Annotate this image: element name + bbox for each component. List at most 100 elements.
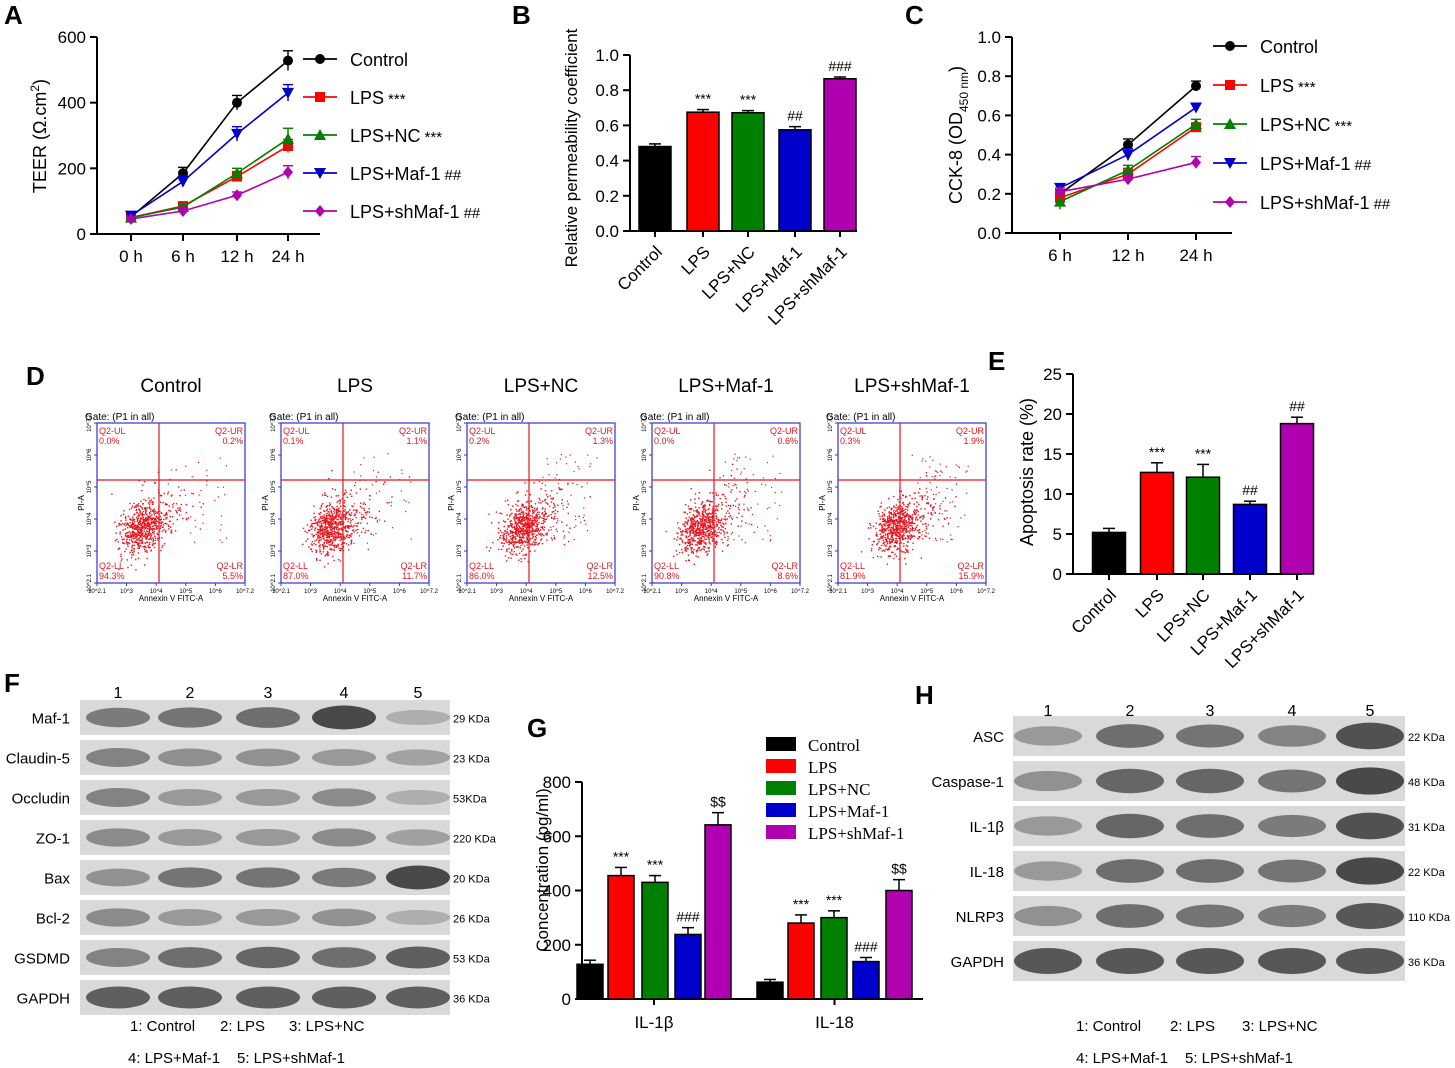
flow-dot [876,535,878,537]
flow-dot [136,511,138,514]
flow-dot [902,502,904,504]
gG-ytick-label: 400 [543,882,571,901]
flow-dot [886,528,888,530]
flow-xtick-label: 10^5 [179,589,192,595]
flow-dot [706,517,708,519]
flow-dot [129,536,131,538]
flow-dot [128,534,130,537]
flow-dot [532,519,535,522]
flow-dot [325,528,327,530]
flow-dot [725,505,728,507]
flow-dot [347,518,349,520]
flow-dot [566,506,568,508]
flow-dot [882,542,884,545]
flow-dot [179,494,181,497]
flow-dot [369,495,371,497]
flow-dot [158,521,160,524]
flow-dot [131,547,133,549]
flow-dot [705,519,707,521]
flow-dot [323,516,325,518]
flow-dot [143,524,146,526]
flow-dot [522,554,524,556]
flow-dot [715,508,718,510]
flow-dot [893,545,896,547]
flow-dot [725,484,727,487]
flow-dot [134,535,136,538]
gA-legend-marker [315,92,325,102]
flow-dot [320,532,323,534]
flow-xlabel: Annexin V FITC-A [139,594,204,603]
flow-dot [566,500,568,502]
flow-dot [887,542,889,545]
flow-dot [355,511,358,513]
flow-dot [123,538,125,540]
flow-dot [337,526,339,528]
flow-dot [175,503,178,505]
flow-dot [868,538,870,540]
flow-dot [125,519,127,521]
flow-dot [199,528,202,530]
flow-dot [693,530,695,533]
flow-dot [738,508,740,511]
flow-dot [527,527,529,529]
flow-dot [151,528,153,530]
flow-dot [727,535,729,538]
flow-dot [694,516,696,518]
flow-dot [676,553,678,556]
flow-dot [122,542,124,544]
flow-dot [877,538,879,541]
flow-dot [149,507,151,510]
flow-dot [736,487,738,489]
flow-dot [690,546,692,549]
flow-dot [146,549,148,552]
flow-dot [574,515,576,517]
flow-dot [333,528,335,530]
flow-dot [341,533,343,536]
flow-dot [214,499,216,502]
flow-dot [514,536,517,538]
flow-dot [902,538,904,540]
flow-dot [553,516,556,518]
flow-dot [544,518,546,520]
flow-dot [507,504,510,506]
flow-dot [710,519,712,521]
flow-dot [912,535,915,537]
panel-label-h: H [915,680,934,710]
flow-dot [141,530,143,532]
flow-dot [569,527,571,529]
flow-dot [318,539,321,541]
flow-dot [545,518,548,520]
flow-dot [908,524,910,526]
flow-dot [722,526,724,528]
flow-dot [332,507,334,509]
flow-dot [528,531,531,534]
flow-dot [132,554,135,556]
flow-dot [553,537,556,539]
flow-dot [505,549,508,551]
flow-dot [147,533,149,535]
gF-band [312,947,376,968]
flow-dot [530,518,532,520]
flow-dot [557,510,559,513]
flow-dot [704,509,706,512]
flow-dot [522,525,525,527]
flow-dot [688,516,690,519]
flow-dot [152,540,154,542]
flow-dot [524,521,526,524]
flow-dot [130,534,132,536]
flow-dot [511,534,513,537]
flow-dot [149,523,151,525]
flow-dot [505,535,507,537]
flow-dot [337,534,339,536]
flow-dot [524,482,526,484]
flow-dot [325,514,328,516]
flow-dot [126,543,129,545]
flow-dot [711,538,714,540]
flow-dot [934,475,936,478]
flow-dot [689,518,692,521]
flow-dot [536,521,538,523]
flow-dot [319,507,321,510]
flow-dot [523,529,525,531]
flow-dot [350,543,352,545]
flow-dot [194,519,196,521]
